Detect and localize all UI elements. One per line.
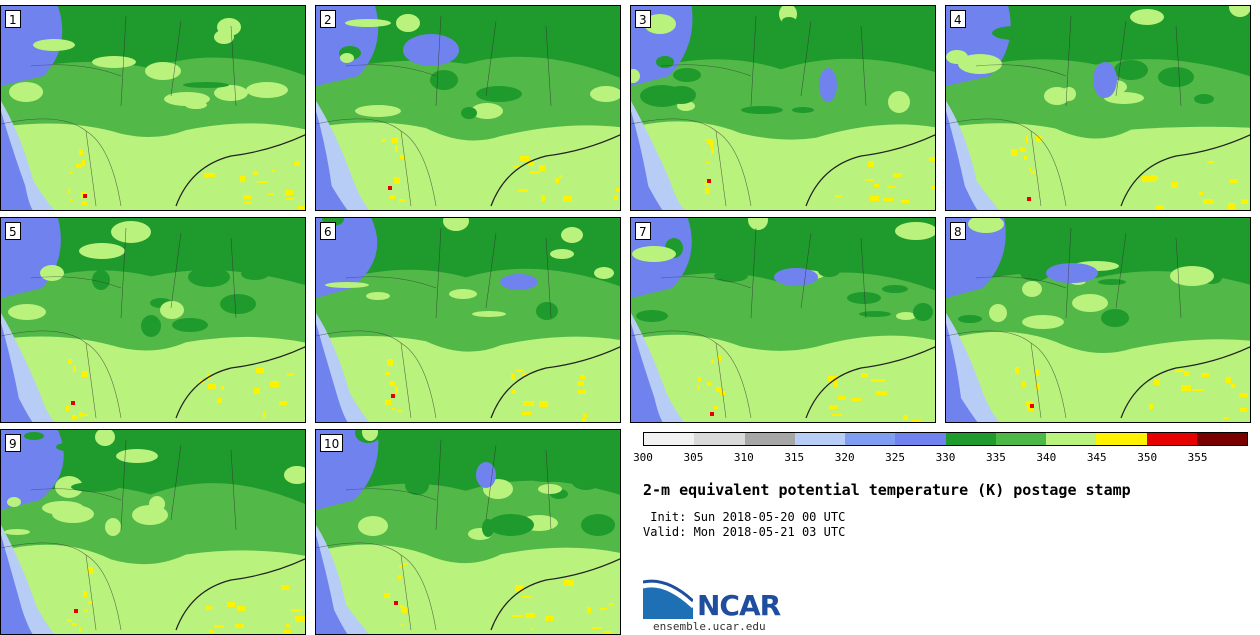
colorbar-swatch (794, 433, 845, 445)
colorbar-swatch (1096, 433, 1147, 445)
postage-stamp-panel[interactable]: 9 (0, 429, 306, 635)
colorbar-tick-label: 310 (733, 451, 754, 464)
panel-number-label: 3 (635, 10, 651, 28)
colorbar-tick-label: 305 (683, 451, 704, 464)
colorbar-swatch (644, 433, 695, 445)
colorbar-tick-label: 330 (935, 451, 956, 464)
postage-stamp-panel[interactable]: 10 (315, 429, 621, 635)
colorbar-swatch (694, 433, 745, 445)
postage-stamp-panel[interactable]: 5 (0, 217, 306, 423)
postage-stamp-panel[interactable]: 6 (315, 217, 621, 423)
init-time: Init: Sun 2018-05-20 00 UTC (643, 510, 846, 524)
colorbar-tick-label: 300 (633, 451, 653, 464)
panel-number-label: 6 (320, 222, 336, 240)
postage-stamp-panel[interactable]: 7 (630, 217, 936, 423)
panel-number-label: 2 (320, 10, 336, 28)
colorbar-swatch (1146, 433, 1197, 445)
colorbar-swatch (1046, 433, 1097, 445)
colorbar-tick-label: 320 (834, 451, 855, 464)
panel-number-label: 7 (635, 222, 651, 240)
valid-time: Valid: Mon 2018-05-21 03 UTC (643, 525, 846, 539)
postage-stamp-panel[interactable]: 1 (0, 5, 306, 211)
colorbar-tick-label: 325 (885, 451, 906, 464)
colorbar-tick-label: 345 (1086, 451, 1107, 464)
panel-number-label: 8 (950, 222, 966, 240)
postage-stamp-panel[interactable]: 4 (945, 5, 1251, 211)
panel-number-label: 4 (950, 10, 966, 28)
colorbar-tick-label: 350 (1137, 451, 1158, 464)
panel-number-label: 1 (5, 10, 21, 28)
ncar-logo-text: NCAR (697, 589, 781, 622)
website-url[interactable]: ensemble.ucar.edu (653, 620, 766, 633)
map-title: 2-m equivalent potential temperature (K)… (643, 481, 1131, 499)
colorbar-swatch (744, 433, 795, 445)
colorbar-swatch (995, 433, 1046, 445)
colorbar-tick-label: 335 (985, 451, 1006, 464)
colorbar (643, 432, 1248, 446)
colorbar-tick-label: 340 (1036, 451, 1057, 464)
ncar-logo-icon (643, 579, 693, 619)
colorbar-swatch (945, 433, 996, 445)
colorbar-swatch (845, 433, 896, 445)
postage-stamp-panel[interactable]: 3 (630, 5, 936, 211)
colorbar-tick-label: 355 (1187, 451, 1208, 464)
panel-number-label: 10 (320, 434, 344, 452)
postage-stamp-panel[interactable]: 8 (945, 217, 1251, 423)
panel-number-label: 5 (5, 222, 21, 240)
panel-number-label: 9 (5, 434, 21, 452)
postage-stamp-panel[interactable]: 2 (315, 5, 621, 211)
colorbar-swatch (1196, 433, 1247, 445)
colorbar-swatch (895, 433, 946, 445)
colorbar-tick-label: 315 (784, 451, 805, 464)
